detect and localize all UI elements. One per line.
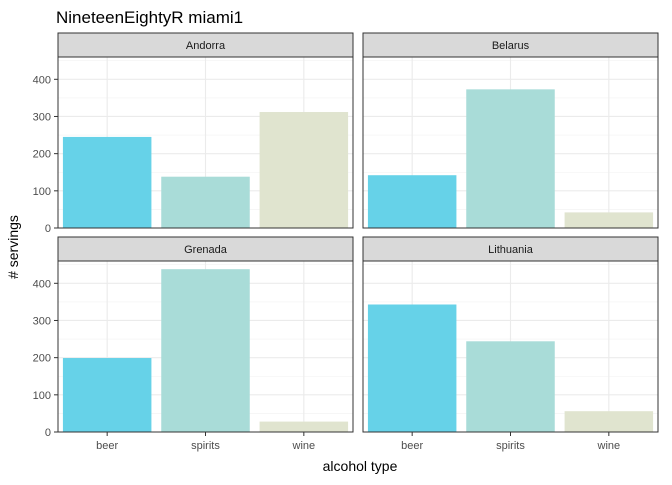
facets-layer: Andorra 0 100 200 300 400 Belarus Grenada 0 100 20…	[33, 32, 659, 452]
bar-beer	[367, 304, 457, 432]
facet-strip-label: Grenada	[184, 244, 228, 256]
bar-wine	[564, 411, 654, 432]
x-axis-label: alcohol type	[323, 458, 398, 474]
facet-panel-andorra: Andorra 0 100 200 300 400	[33, 32, 354, 235]
facet-panel-lithuania: Lithuania beer spirits wine	[362, 236, 659, 452]
bar-beer	[367, 175, 457, 228]
y-tick-label: 100	[33, 390, 51, 402]
y-tick-label: 400	[33, 74, 51, 86]
panel-border	[57, 56, 354, 229]
x-tick-label: beer	[96, 440, 118, 452]
facet-strip-label: Andorra	[186, 40, 226, 52]
bar-spirits	[466, 89, 555, 228]
x-tick-label: spirits	[496, 440, 525, 452]
chart-title: NineteenEightyR miami1	[56, 8, 243, 27]
x-tick-label: wine	[292, 440, 316, 452]
y-tick-label: 0	[45, 223, 51, 235]
x-tick-label: spirits	[191, 440, 220, 452]
panel-border	[362, 56, 659, 229]
y-tick-label: 400	[33, 278, 51, 290]
bar-spirits	[161, 176, 250, 228]
bar-spirits	[466, 341, 555, 432]
facet-strip-label: Lithuania	[488, 244, 534, 256]
facet-panel-belarus: Belarus	[362, 32, 659, 229]
bar-wine	[259, 421, 349, 432]
facet-strip-label: Belarus	[492, 40, 530, 52]
facet-strip-belarus	[362, 32, 659, 58]
y-axis-label: # servings	[5, 215, 21, 279]
bar-spirits	[161, 269, 250, 432]
bar-beer	[62, 358, 152, 432]
y-tick-label: 300	[33, 111, 51, 123]
y-tick-label: 300	[33, 315, 51, 327]
facet-strip-andorra	[57, 32, 354, 58]
bar-wine	[259, 112, 349, 228]
x-tick-label: wine	[597, 440, 621, 452]
facet-panel-grenada: Grenada 0 100 200 300 400 beer spirits wine	[33, 236, 354, 452]
facet-strip-grenada	[57, 236, 354, 262]
y-tick-label: 200	[33, 149, 51, 161]
bar-beer	[62, 136, 152, 228]
facet-strip-lithuania	[362, 236, 659, 262]
y-tick-label: 100	[33, 186, 51, 198]
y-tick-label: 200	[33, 353, 51, 365]
x-tick-label: beer	[401, 440, 423, 452]
y-tick-label: 0	[45, 427, 51, 439]
bar-wine	[564, 212, 654, 228]
